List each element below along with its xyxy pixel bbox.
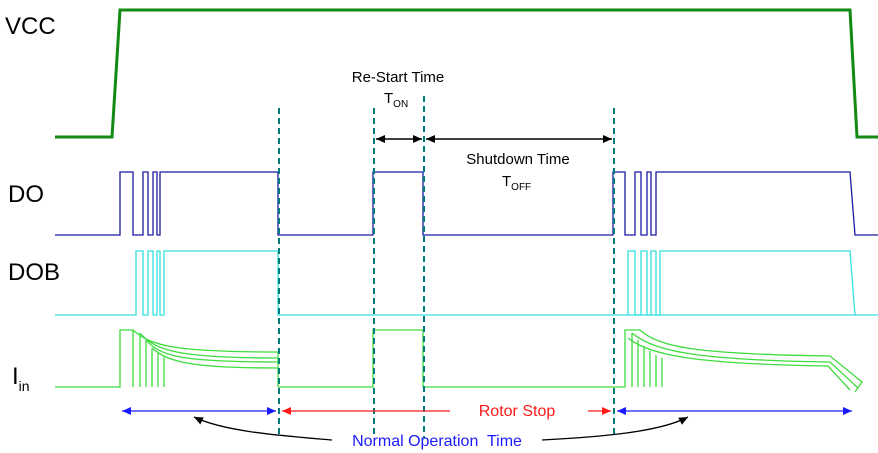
- shutdown-time-symbol: TOFF: [502, 173, 531, 193]
- shutdown-sub: OFF: [511, 182, 531, 193]
- restart-time-symbol: TON: [384, 90, 408, 110]
- dob-waveform: [55, 250, 878, 316]
- do-waveform: [55, 171, 878, 236]
- dob-waveform-end: [627, 250, 856, 316]
- vcc-label: VCC: [5, 13, 56, 40]
- time-markers: [278, 96, 615, 438]
- shutdown-time-title: Shutdown Time: [466, 151, 569, 168]
- iin-label-main: I: [12, 363, 19, 390]
- restart-t: T: [384, 90, 393, 107]
- do-label: DO: [8, 181, 44, 208]
- normal-operation-label: Normal Operation Time: [352, 433, 522, 450]
- restart-time-title: Re-Start Time: [352, 69, 445, 86]
- iin-label-sub: in: [19, 378, 30, 394]
- normal-op-curve-left: [193, 416, 333, 441]
- rotor-stop-label: Rotor Stop: [479, 403, 556, 420]
- dob-label: DOB: [8, 259, 60, 286]
- vcc-waveform: [55, 8, 878, 139]
- iin-label: Iin: [12, 363, 30, 394]
- restart-sub: ON: [393, 99, 408, 110]
- normal-op-curve-right: [541, 416, 689, 441]
- iin-waveform: [55, 329, 863, 393]
- shutdown-t: T: [502, 173, 511, 190]
